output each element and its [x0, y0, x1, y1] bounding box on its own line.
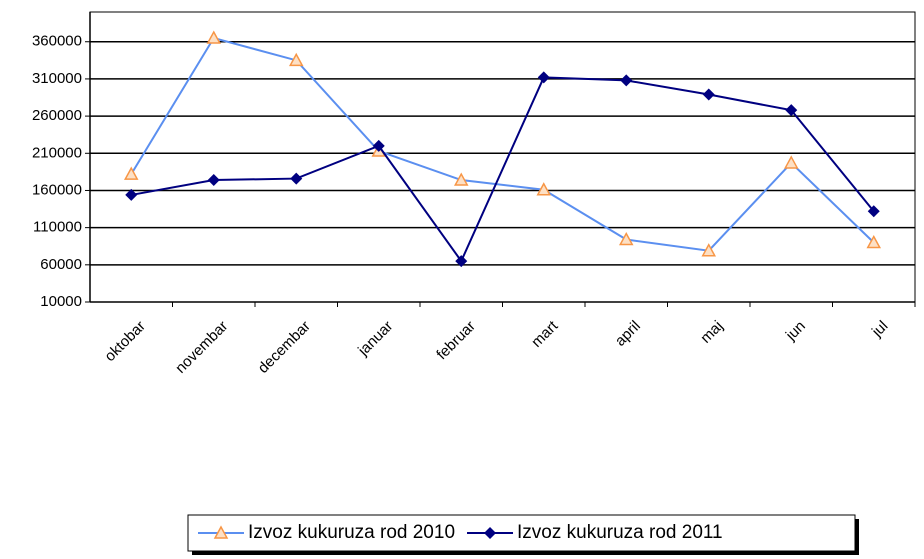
- marker: [867, 205, 880, 218]
- legend-label: Izvoz kukuruza rod 2011: [517, 522, 723, 543]
- x-tick-label: januar: [354, 318, 396, 360]
- series-line: [131, 76, 875, 264]
- marker: [125, 188, 138, 201]
- marker: [453, 172, 469, 186]
- marker: [207, 174, 220, 187]
- y-tick-label: 310000: [32, 70, 82, 87]
- x-tick-label: mart: [528, 317, 562, 351]
- marker: [620, 74, 633, 87]
- marker: [785, 104, 798, 117]
- marker: [701, 243, 717, 257]
- marker: [288, 52, 304, 67]
- x-tick-label: februar: [433, 318, 479, 364]
- x-tick-label: jul: [868, 318, 891, 341]
- marker: [618, 231, 634, 246]
- x-tick-label: april: [612, 318, 644, 350]
- y-tick-label: 110000: [33, 219, 82, 236]
- marker: [536, 182, 552, 196]
- x-tick-label: oktobar: [101, 318, 148, 365]
- y-tick-label: 10000: [40, 293, 82, 310]
- x-tick-label: maj: [697, 318, 726, 347]
- marker: [702, 88, 715, 101]
- series-line: [130, 36, 875, 252]
- marker: [484, 527, 497, 539]
- legend: [187, 514, 856, 552]
- marker: [372, 139, 385, 152]
- y-tick-label: 210000: [32, 144, 82, 161]
- y-tick-label: 360000: [32, 33, 82, 50]
- legend-label: Izvoz kukuruza rod 2010: [248, 522, 455, 543]
- marker: [455, 255, 468, 268]
- marker: [537, 71, 550, 84]
- marker: [123, 166, 139, 180]
- marker: [213, 525, 229, 539]
- marker: [206, 30, 222, 44]
- y-tick-label: 160000: [32, 181, 82, 198]
- y-tick-label: 60000: [40, 256, 82, 273]
- marker: [783, 155, 799, 169]
- marker: [290, 172, 303, 185]
- y-tick-label: 260000: [32, 107, 82, 124]
- x-tick-label: decembar: [255, 318, 314, 377]
- x-tick-label: novembar: [172, 318, 231, 377]
- x-tick-label: jun: [782, 318, 809, 345]
- marker: [866, 234, 882, 249]
- plot-area: [89, 11, 916, 303]
